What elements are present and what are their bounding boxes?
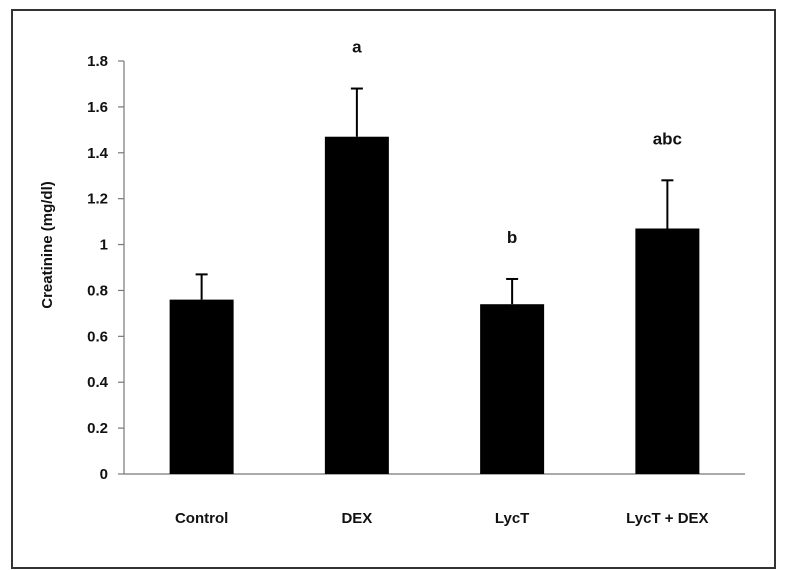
y-tick-label: 0 [100, 466, 108, 483]
significance-labels: a b abc [352, 38, 682, 247]
y-tick-label: 0.4 [87, 374, 109, 391]
x-tick-label: LycT + DEX [626, 510, 708, 527]
y-tick-label: 1 [100, 237, 108, 254]
y-tick-label: 0.2 [87, 420, 108, 437]
x-tick-label: LycT [495, 510, 529, 527]
y-ticks: 0 0.2 0.4 0.6 0.8 1 1.2 1.4 1.6 1.8 [87, 53, 124, 483]
x-tick-label: DEX [341, 510, 372, 527]
y-axis-label: Creatinine (mg/dl) [39, 181, 56, 309]
y-tick-label: 0.8 [87, 282, 108, 299]
significance-label: abc [653, 129, 682, 148]
y-tick-label: 1.8 [87, 53, 108, 70]
y-tick-label: 1.2 [87, 191, 108, 208]
bar-control [169, 299, 234, 474]
significance-label: b [507, 228, 517, 247]
bar-lyct-dex [635, 228, 700, 474]
x-tick-label: Control [175, 510, 228, 527]
significance-label: a [352, 38, 362, 57]
x-tick-labels: Control DEX LycT LycT + DEX [175, 510, 709, 527]
y-tick-label: 1.6 [87, 99, 108, 116]
y-tick-label: 0.6 [87, 328, 108, 345]
bar-dex [324, 136, 389, 474]
bar-lyct [480, 304, 545, 474]
y-tick-label: 1.4 [87, 145, 109, 162]
error-bars [195, 87, 674, 305]
bars [169, 136, 700, 474]
